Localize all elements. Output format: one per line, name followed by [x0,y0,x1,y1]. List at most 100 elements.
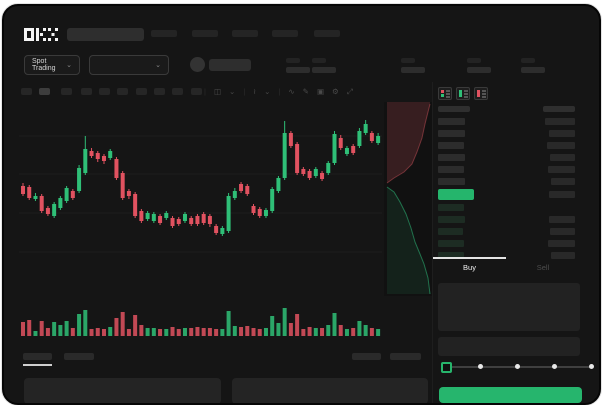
bid-amount-skeleton [548,240,575,247]
book-bids-icon[interactable] [456,87,470,100]
nav-item-skeleton[interactable] [314,30,340,37]
chevron-down-icon[interactable]: ⌄ [264,87,271,96]
ask-price-skeleton[interactable] [438,154,465,161]
stat-value-skeleton [286,67,310,73]
stat-label-skeleton [467,58,481,63]
app-window: Spot Trading ⌄ ⌄ | ◫ ⌄ | ≀ ⌄ | ∿ ✎ ▣ ⚙ ⤢ B [2,4,601,405]
bottom-action-skeleton[interactable] [390,353,421,360]
buy-button[interactable] [439,387,582,403]
settings-icon[interactable]: ⚙ [332,87,339,96]
okx-logo[interactable] [24,28,58,41]
tab-buy[interactable]: Buy [463,263,476,272]
timeframe-button[interactable] [99,88,110,95]
slider-handle[interactable] [441,362,452,373]
bid-price-skeleton[interactable] [438,204,464,211]
nav-item-skeleton[interactable] [192,30,218,37]
volume-chart[interactable] [19,300,382,338]
timeframe-button[interactable] [39,88,50,95]
history-panel-skeleton[interactable] [232,378,428,403]
last-price-bar[interactable] [438,189,474,200]
candlestick-chart[interactable] [19,102,382,298]
pair-name-skeleton [209,59,251,71]
slider-step-dot[interactable] [515,364,520,369]
book-both-icon[interactable] [438,87,452,100]
timeframe-button[interactable] [172,88,183,95]
compare-icon[interactable]: ≀ [253,87,257,96]
fullscreen-icon[interactable]: ⤢ [346,87,353,96]
order-book-panel: Buy Sell [432,82,599,403]
slider-step-dot[interactable] [478,364,483,369]
market-type-selector[interactable]: Spot Trading ⌄ [24,55,80,75]
last-price-amount-skeleton [549,191,575,198]
divider: | [243,87,246,96]
nav-item-skeleton[interactable] [272,30,298,37]
pair-selector[interactable]: ⌄ [89,55,169,75]
candle-style-icon[interactable]: ◫ [213,87,222,96]
ask-price-skeleton[interactable] [438,130,465,137]
chevron-down-icon[interactable]: ⌄ [229,87,236,96]
order-book-view-toggles [438,87,488,100]
bid-amount-skeleton [550,228,575,235]
depth-chart-panel[interactable] [384,102,432,296]
stat-value-skeleton [467,67,491,73]
bid-price-skeleton[interactable] [438,240,464,247]
slider-step-dot[interactable] [552,364,557,369]
search-input[interactable] [67,28,144,41]
coin-icon [190,57,205,72]
depth-chart [386,102,431,295]
order-book-amount-header [543,106,575,112]
line-tool-icon[interactable]: ∿ [288,87,295,96]
tab-sell[interactable]: Sell [536,263,550,272]
timeframe-button[interactable] [61,88,72,95]
price-amount-input-group[interactable] [438,283,580,331]
nav-item-skeleton[interactable] [151,30,177,37]
active-tab-underline [23,364,52,366]
divider: | [204,87,206,96]
ask-price-skeleton[interactable] [438,166,464,173]
bid-amount-skeleton [551,252,575,259]
ask-price-skeleton[interactable] [438,142,464,149]
bottom-tab-bar [4,351,432,367]
slider-step-dot[interactable] [589,364,594,369]
orders-panel-skeleton[interactable] [24,378,221,403]
amount-slider[interactable] [441,362,594,373]
timeframe-button[interactable] [21,88,32,95]
bid-price-skeleton[interactable] [438,216,465,223]
stat-label-skeleton [312,58,326,63]
ask-amount-skeleton [545,118,575,125]
stat-value-skeleton [521,67,545,73]
timeframe-button[interactable] [191,88,202,95]
stat-label-skeleton [401,58,415,63]
bottom-tab[interactable] [23,353,52,360]
market-toolbar: Spot Trading ⌄ ⌄ [4,50,599,82]
snapshot-icon[interactable]: ▣ [316,87,325,96]
stat-label-skeleton [521,58,535,63]
ask-amount-skeleton [547,142,575,149]
divider: | [278,87,281,96]
market-type-label: Spot Trading [32,58,56,72]
stat-value-skeleton [401,67,425,73]
ask-amount-skeleton [549,130,575,137]
book-asks-icon[interactable] [474,87,488,100]
ask-price-skeleton[interactable] [438,178,465,185]
bottom-action-skeleton[interactable] [352,353,381,360]
timeframe-button[interactable] [117,88,128,95]
bid-price-skeleton[interactable] [438,228,463,235]
draw-icon[interactable]: ✎ [302,87,309,96]
ask-amount-skeleton [551,178,575,185]
ask-price-skeleton[interactable] [438,118,465,125]
stat-label-skeleton [286,58,300,63]
timeframe-button[interactable] [136,88,147,95]
timeframe-button[interactable] [81,88,92,95]
total-input[interactable] [438,337,580,356]
stat-value-skeleton [312,67,336,73]
bottom-tab[interactable] [64,353,94,360]
ask-amount-skeleton [548,166,575,173]
bid-price-skeleton[interactable] [438,252,464,259]
chevron-down-icon: ⌄ [66,61,72,69]
nav-item-skeleton[interactable] [232,30,258,37]
timeframe-button[interactable] [154,88,165,95]
order-book-price-header [438,106,470,112]
chevron-down-icon: ⌄ [155,61,161,69]
